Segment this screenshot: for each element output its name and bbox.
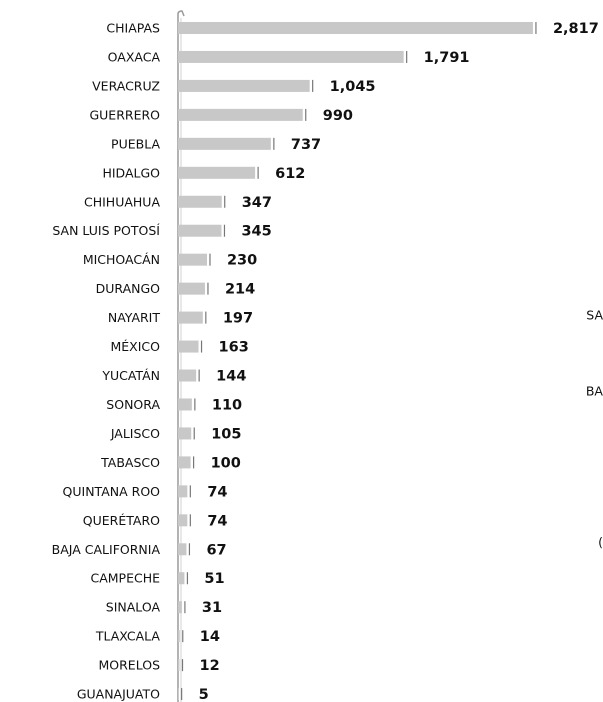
bar	[178, 630, 180, 643]
bar	[178, 224, 222, 237]
value-label: 347	[242, 195, 272, 211]
category-label: OAXACA	[108, 49, 161, 64]
value-label: 197	[223, 311, 253, 327]
category-label: BAJA CALIFORNIA	[52, 542, 161, 557]
bar	[178, 543, 187, 556]
bar	[178, 22, 533, 34]
bar	[178, 282, 205, 295]
value-label: 14	[200, 629, 220, 645]
bar	[178, 514, 188, 527]
category-label: QUINTANA ROO	[63, 484, 161, 499]
category-label: JALISCO	[110, 426, 160, 441]
bar	[178, 688, 179, 701]
category-label: CHIAPAS	[106, 21, 160, 36]
category-label: DURANGO	[96, 281, 161, 296]
bar	[178, 659, 180, 672]
category-label: SAN LUIS POTOSÍ	[52, 223, 160, 238]
bar	[178, 108, 303, 121]
bar	[178, 485, 188, 498]
value-label: 74	[207, 484, 227, 500]
value-label: 51	[204, 571, 224, 587]
bar	[178, 195, 222, 208]
value-label: 110	[212, 397, 242, 413]
bar	[178, 253, 207, 266]
value-label: 31	[202, 600, 222, 616]
bar	[178, 456, 191, 469]
value-label: 345	[241, 224, 271, 240]
bar	[178, 311, 203, 324]
category-label: SINALOA	[106, 600, 161, 615]
value-label: 214	[225, 282, 255, 298]
value-label: 990	[323, 108, 353, 124]
category-label: GUERRERO	[89, 107, 160, 122]
category-label: GUANAJUATO	[77, 687, 160, 702]
category-label: MORELOS	[99, 658, 161, 673]
category-label: YUCATÁN	[101, 368, 160, 383]
category-label: TLAXCALA	[95, 629, 161, 644]
category-label: TABASCO	[100, 455, 160, 470]
category-label: MICHOACÁN	[83, 252, 160, 267]
bar	[178, 572, 185, 585]
category-label: VERACRUZ	[92, 78, 160, 93]
bar	[178, 398, 192, 411]
value-label: 67	[206, 542, 226, 558]
value-label: 100	[211, 455, 241, 471]
value-label: 74	[207, 513, 227, 529]
cut-off-label: BA	[586, 384, 603, 399]
value-label: 105	[211, 426, 241, 442]
bar	[178, 137, 271, 150]
bar	[178, 50, 404, 63]
axis-line	[177, 10, 185, 702]
value-label: 737	[291, 137, 321, 153]
category-label: QUERÉTARO	[83, 513, 160, 528]
value-label: 1,045	[330, 79, 376, 95]
value-label: 144	[216, 369, 246, 385]
bar	[178, 601, 182, 614]
value-label: 1,791	[424, 50, 470, 66]
bar	[178, 340, 199, 353]
value-label: 12	[200, 658, 220, 674]
cut-off-label: SA	[586, 308, 603, 323]
value-label: 230	[227, 253, 257, 269]
value-label: 612	[275, 166, 305, 182]
value-label: 163	[219, 340, 249, 356]
bar	[178, 369, 197, 382]
cut-off-label: (	[598, 535, 603, 550]
category-label: CAMPECHE	[90, 571, 160, 586]
bar	[178, 427, 192, 440]
category-label: PUEBLA	[111, 136, 160, 151]
category-label: SONORA	[106, 397, 160, 412]
bar	[178, 79, 310, 92]
category-label: MÉXICO	[111, 339, 161, 354]
bar	[178, 166, 256, 179]
category-label: CHIHUAHUA	[84, 194, 160, 209]
category-label: NAYARIT	[108, 310, 161, 325]
value-label: 2,817	[553, 21, 599, 37]
value-label: 5	[199, 687, 209, 702]
category-label: HIDALGO	[102, 165, 160, 180]
